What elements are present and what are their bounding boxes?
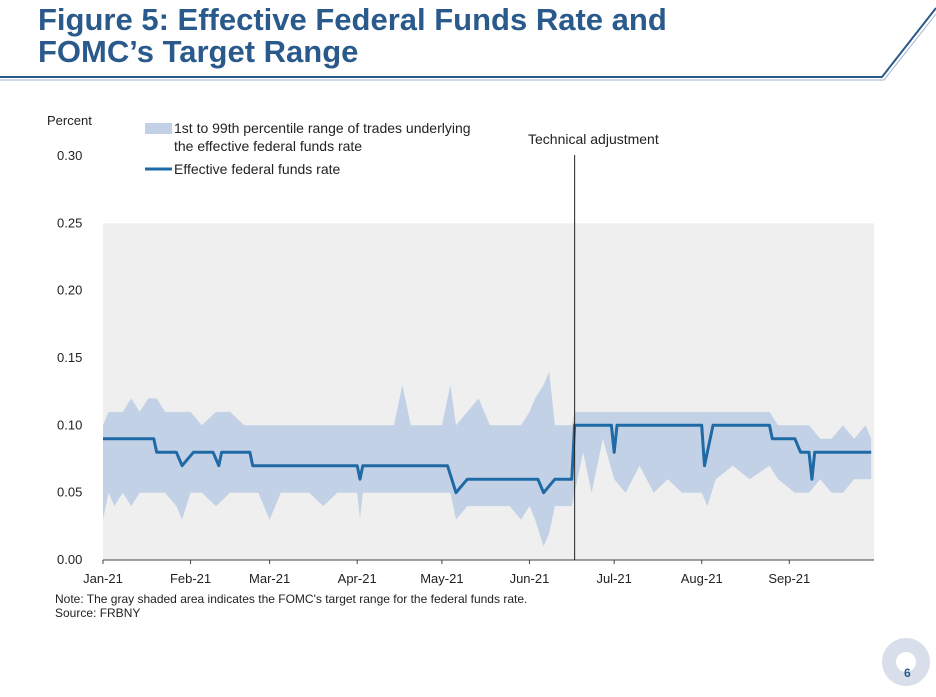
y-tick-label: 0.10 (57, 417, 82, 432)
legend-band-label-line-1: 1st to 99th percentile range of trades u… (174, 120, 471, 136)
frbny-logo-icon (874, 630, 936, 696)
y-tick-label: 0.25 (57, 215, 82, 230)
technical-adjustment-label: Technical adjustment (528, 131, 659, 147)
chart-source: Source: FRBNY (55, 606, 141, 620)
x-tick-label: Jan-21 (83, 571, 123, 586)
slide-title: Figure 5: Effective Federal Funds Rate a… (38, 4, 667, 68)
chart-note: Note: The gray shaded area indicates the… (55, 592, 528, 606)
legend-line-label: Effective federal funds rate (174, 161, 340, 177)
x-tick-label: Aug-21 (681, 571, 723, 586)
x-tick-label: Jun-21 (510, 571, 550, 586)
target-range-area (103, 223, 874, 561)
page-number: 6 (904, 666, 911, 680)
percentile-band (103, 371, 872, 547)
legend-band-label-line-2: the effective federal funds rate (174, 138, 362, 154)
y-tick-label: 0.30 (57, 148, 82, 163)
y-tick-label: 0.20 (57, 283, 82, 298)
x-tick-label: Sep-21 (768, 571, 810, 586)
y-tick-label: 0.00 (57, 552, 82, 567)
slide-title-line-1: Figure 5: Effective Federal Funds Rate a… (38, 2, 667, 37)
chart: 0.00 0.05 0.10 0.15 0.20 0.25 0.30 Percent Jan-2… (47, 113, 874, 586)
x-tick-label: Feb-21 (170, 571, 211, 586)
y-tick-label: 0.15 (57, 350, 82, 365)
effr-line (103, 423, 872, 495)
x-tick-label: Mar-21 (249, 571, 290, 586)
x-tick-label: May-21 (420, 571, 463, 586)
x-tick-label: Apr-21 (338, 571, 377, 586)
footnote: Note: The gray shaded area indicates the… (55, 592, 527, 620)
y-tick-label: 0.05 (57, 485, 82, 500)
x-tick-label: Jul-21 (596, 571, 631, 586)
slide-title-line-2: FOMC’s Target Range (38, 34, 359, 69)
header-rule (0, 7, 936, 81)
legend-band-swatch (145, 123, 172, 134)
y-axis-label: Percent (47, 113, 92, 128)
